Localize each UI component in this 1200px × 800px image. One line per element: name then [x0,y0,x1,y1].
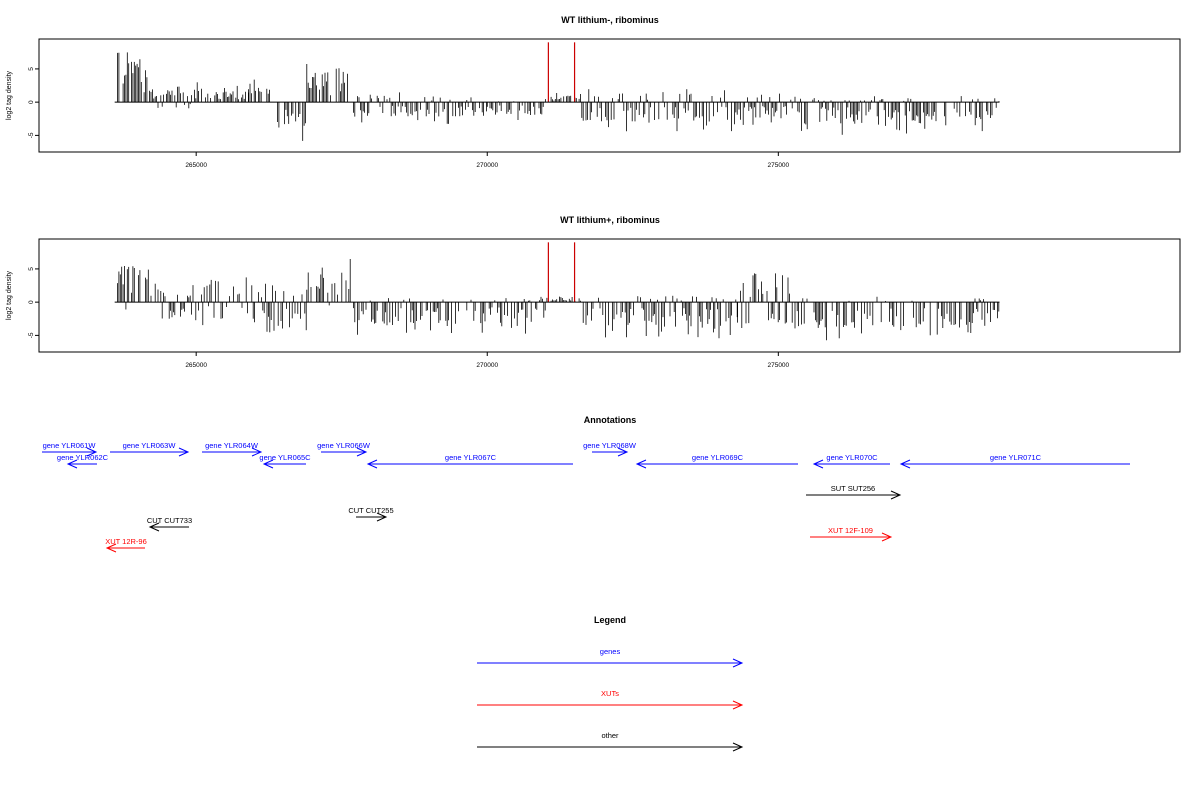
feature-label: gene YLR067C [445,453,497,462]
y-tick-label: -5 [28,332,35,338]
panel-title: WT lithium+, ribominus [560,215,660,225]
panel-title: WT lithium-, ribominus [561,15,659,25]
plot-frame [38,238,1181,353]
feature-arrow: gene YLR066W [317,441,371,457]
feature-label: gene YLR064W [205,441,259,450]
feature-label: gene YLR066W [317,441,371,450]
legend-label: other [601,731,619,740]
feature-label: SUT SUT256 [831,484,875,493]
feature-label: gene YLR062C [57,453,109,462]
feature-label: gene YLR071C [990,453,1042,462]
y-tick-label: 0 [28,100,35,104]
feature-label: XUT 12R-96 [105,537,147,546]
plot-frame [38,38,1181,153]
legend-entry: other [477,731,744,752]
legend-panel: Legend genes XUTs other [477,615,744,752]
feature-label: CUT CUT255 [348,506,393,515]
feature-arrow: gene YLR064W [202,441,263,457]
x-tick-label: 265000 [185,162,207,169]
legend-label: XUTs [601,689,619,698]
legend-entries: genes XUTs other [477,647,744,752]
axes: -5 0 5 265000 270000 275000 [28,267,1000,369]
feature-arrow: SUT SUT256 [806,484,902,500]
track-panel-lithium-minus: WT lithium-, ribominus log2 tag density … [6,15,1181,169]
x-tick-label: 270000 [476,362,498,369]
feature-label: gene YLR070C [826,453,878,462]
feature-arrow: gene YLR069C [635,453,798,469]
x-tick-label: 270000 [476,162,498,169]
y-axis-label: log2 tag density [6,70,13,120]
x-tick-label: 275000 [767,362,789,369]
annotations-title: Annotations [584,415,637,425]
feature-label: gene YLR069C [692,453,744,462]
feature-arrow: XUT 12F-109 [810,526,893,542]
feature-arrow: gene YLR067C [366,453,573,469]
feature-arrow: XUT 12R-96 [105,537,147,553]
feature-arrow: CUT CUT255 [348,506,394,522]
feature-arrow: gene YLR061W [42,441,98,457]
legend-entry: XUTs [477,689,744,710]
legend-title: Legend [594,615,626,625]
legend-label: genes [600,647,621,656]
feature-arrow: gene YLR062C [57,453,109,469]
feature-label: gene YLR068W [583,441,637,450]
x-tick-label: 275000 [767,162,789,169]
feature-label: gene YLR061W [43,441,97,450]
coverage-bars [117,42,1000,141]
x-tick-label: 265000 [185,362,207,369]
feature-label: gene YLR063W [123,441,177,450]
feature-label: CUT CUT733 [147,516,192,525]
y-tick-label: -5 [28,132,35,138]
track-panel-lithium-plus: WT lithium+, ribominus log2 tag density … [6,215,1181,369]
feature-arrow: gene YLR071C [899,453,1130,469]
y-axis-label: log2 tag density [6,270,13,320]
feature-label: gene YLR065C [259,453,311,462]
feature-arrow: CUT CUT733 [147,516,192,532]
feature-arrow: gene YLR065C [259,453,311,469]
axes: -5 0 5 265000 270000 275000 [28,67,1000,169]
feature-arrow: gene YLR068W [583,441,637,457]
y-tick-label: 5 [28,267,35,271]
feature-layer: gene YLR061W gene YLR062C gene YLR063W gene… [42,441,1130,553]
coverage-bars [117,242,1000,341]
feature-label: XUT 12F-109 [828,526,873,535]
y-tick-label: 5 [28,67,35,71]
legend-entry: genes [477,647,744,668]
y-tick-label: 0 [28,300,35,304]
feature-arrow: gene YLR063W [110,441,190,457]
feature-arrow: gene YLR070C [812,453,890,469]
